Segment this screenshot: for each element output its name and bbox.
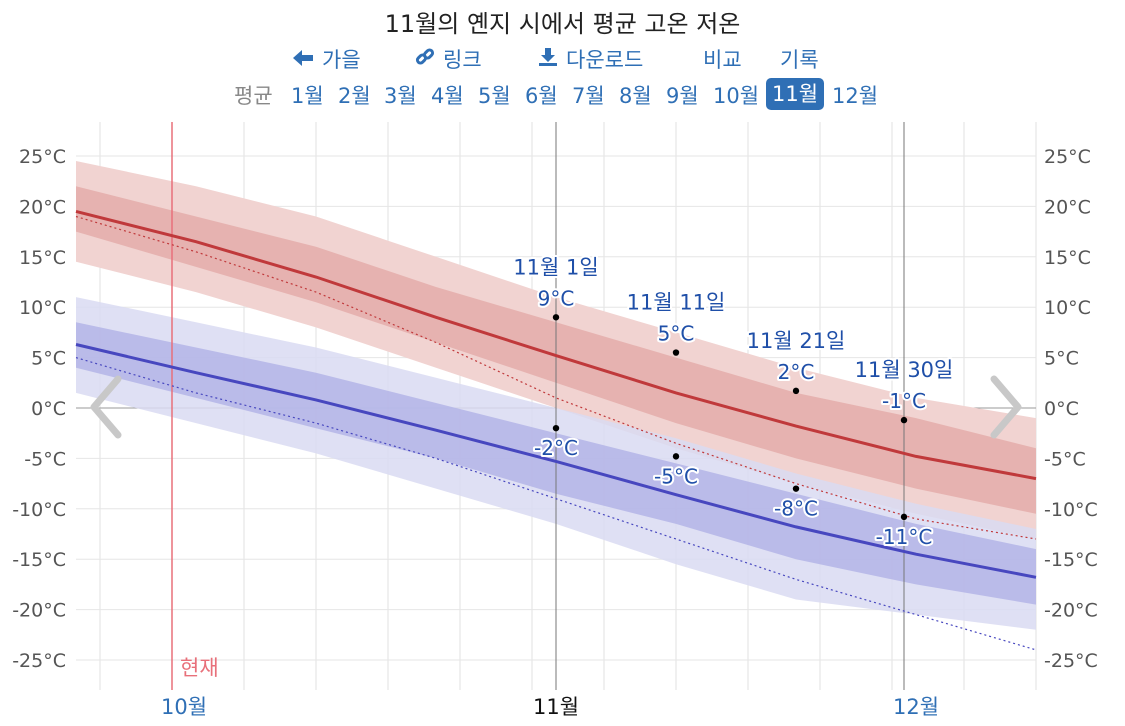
low-point xyxy=(792,485,800,492)
annotation-high-label: -1°C xyxy=(882,389,926,413)
annotation-date-label: 11월 30일 xyxy=(855,358,954,382)
y-tick-label-right: -20°C xyxy=(1044,600,1098,622)
y-tick-label-right: 0°C xyxy=(1044,398,1079,420)
y-tick-label-left: 5°C xyxy=(31,348,66,370)
y-tick-label-right: 25°C xyxy=(1044,146,1091,168)
annotation-low-label: -8°C xyxy=(774,497,818,521)
annotation-low-label: -5°C xyxy=(654,464,698,488)
y-tick-label-right: -15°C xyxy=(1044,549,1098,571)
annotation-high-label-halo: 2°C xyxy=(778,360,815,384)
x-month-label: 10월 xyxy=(161,695,207,719)
arrow-left-icon xyxy=(292,48,314,72)
y-tick-label-right: 10°C xyxy=(1044,297,1091,319)
back-autumn-link[interactable]: 가을 xyxy=(292,44,361,74)
high-temperature-line xyxy=(75,209,1037,481)
y-tick-label-left: -10°C xyxy=(12,499,66,521)
y-tick-label-left: 15°C xyxy=(19,247,66,269)
annotation-high-label-halo: -1°C xyxy=(882,389,926,413)
prev-month-arrow[interactable] xyxy=(86,375,126,443)
annotation-date-label: 11월 21일 xyxy=(747,329,846,353)
y-tick-label-right: 20°C xyxy=(1044,196,1091,218)
x-month-label: 12월 xyxy=(893,695,939,719)
y-tick-label-right: -25°C xyxy=(1044,650,1098,672)
y-tick-label-left: -25°C xyxy=(12,650,66,672)
back-autumn-label: 가을 xyxy=(322,48,361,72)
y-tick-label-left: 10°C xyxy=(19,297,66,319)
annotation-high-label: 5°C xyxy=(658,322,695,346)
download-button[interactable]: 다운로드 xyxy=(538,44,643,74)
month-tab-6[interactable]: 6월 xyxy=(525,84,558,108)
month-tab-4[interactable]: 4월 xyxy=(431,84,464,108)
low-point xyxy=(900,513,908,521)
annotation-low-label: -11°C xyxy=(876,525,933,549)
x-month-label: 11월 xyxy=(533,695,579,719)
annotation-high-label: 2°C xyxy=(778,360,815,384)
download-label: 다운로드 xyxy=(566,48,644,72)
annotation-low-label-halo: -2°C xyxy=(534,436,578,460)
high-point xyxy=(900,416,908,424)
annotation-high-label-halo: 9°C xyxy=(538,286,575,310)
y-tick-label-left: 0°C xyxy=(31,398,66,420)
month-tab-8[interactable]: 8월 xyxy=(619,84,652,108)
compare-link[interactable]: 비교 xyxy=(703,48,742,72)
annotation-low-label-halo: -11°C xyxy=(876,525,933,549)
annotation-low-label: -2°C xyxy=(534,436,578,460)
annotation-date-label-halo: 11월 1일 xyxy=(513,255,598,279)
link-icon xyxy=(415,47,435,72)
y-tick-label-left: -15°C xyxy=(12,549,66,571)
month-tab-11-active[interactable]: 11월 xyxy=(766,78,825,110)
y-tick-label-left: 25°C xyxy=(19,146,66,168)
annotation-date-label-halo: 11월 30일 xyxy=(855,358,954,382)
download-icon xyxy=(538,47,558,72)
low-temperature-line xyxy=(75,343,1037,579)
link-button[interactable]: 링크 xyxy=(415,44,482,74)
annotation-date-label-halo: 11월 11일 xyxy=(627,291,726,315)
toolbar: 가을 링크 다운로드 비교 기록 xyxy=(0,44,1125,74)
month-tab-2[interactable]: 2월 xyxy=(338,84,371,108)
chevron-left-icon xyxy=(90,375,122,439)
month-average-label: 평균 xyxy=(234,84,273,108)
y-tick-label-right: -10°C xyxy=(1044,499,1098,521)
high-point xyxy=(672,349,680,356)
annotation-low-label-halo: -8°C xyxy=(774,497,818,521)
low-point xyxy=(552,424,560,432)
month-tab-7[interactable]: 7월 xyxy=(572,84,605,108)
next-month-arrow[interactable] xyxy=(986,375,1026,443)
history-link[interactable]: 기록 xyxy=(780,48,819,72)
y-tick-label-right: -5°C xyxy=(1044,448,1086,470)
link-label: 링크 xyxy=(443,48,482,72)
month-selector: 평균 1월 2월 3월 4월 5월 6월 7월 8월 9월 10월 11월 12… xyxy=(0,78,1125,112)
chevron-right-icon xyxy=(990,375,1022,439)
high-point xyxy=(792,387,800,395)
low-point xyxy=(672,453,680,460)
annotation-high-label-halo: 5°C xyxy=(658,322,695,346)
y-tick-label-right: 15°C xyxy=(1044,247,1091,269)
month-tab-9[interactable]: 9월 xyxy=(666,84,699,108)
y-tick-label-left: 20°C xyxy=(19,196,66,218)
month-tab-1[interactable]: 1월 xyxy=(291,84,324,108)
annotation-low-label-halo: -5°C xyxy=(654,464,698,488)
annotation-date-label: 11월 11일 xyxy=(627,291,726,315)
high-point xyxy=(552,314,560,321)
y-tick-label-left: -5°C xyxy=(24,448,66,470)
month-tab-5[interactable]: 5월 xyxy=(478,84,511,108)
y-tick-label-left: -20°C xyxy=(12,600,66,622)
y-tick-label-right: 5°C xyxy=(1044,348,1079,370)
annotation-date-label-halo: 11월 21일 xyxy=(747,329,846,353)
low-dotted-line xyxy=(75,357,1037,651)
annotation-date-label: 11월 1일 xyxy=(513,255,598,279)
month-tab-12[interactable]: 12월 xyxy=(832,84,879,108)
annotation-high-label: 9°C xyxy=(538,286,575,310)
today-label: 현재 xyxy=(180,656,219,680)
month-tab-10[interactable]: 10월 xyxy=(713,84,760,108)
month-tab-3[interactable]: 3월 xyxy=(384,84,417,108)
page-title: 11월의 옌지 시에서 평균 고온 저온 xyxy=(384,10,741,38)
